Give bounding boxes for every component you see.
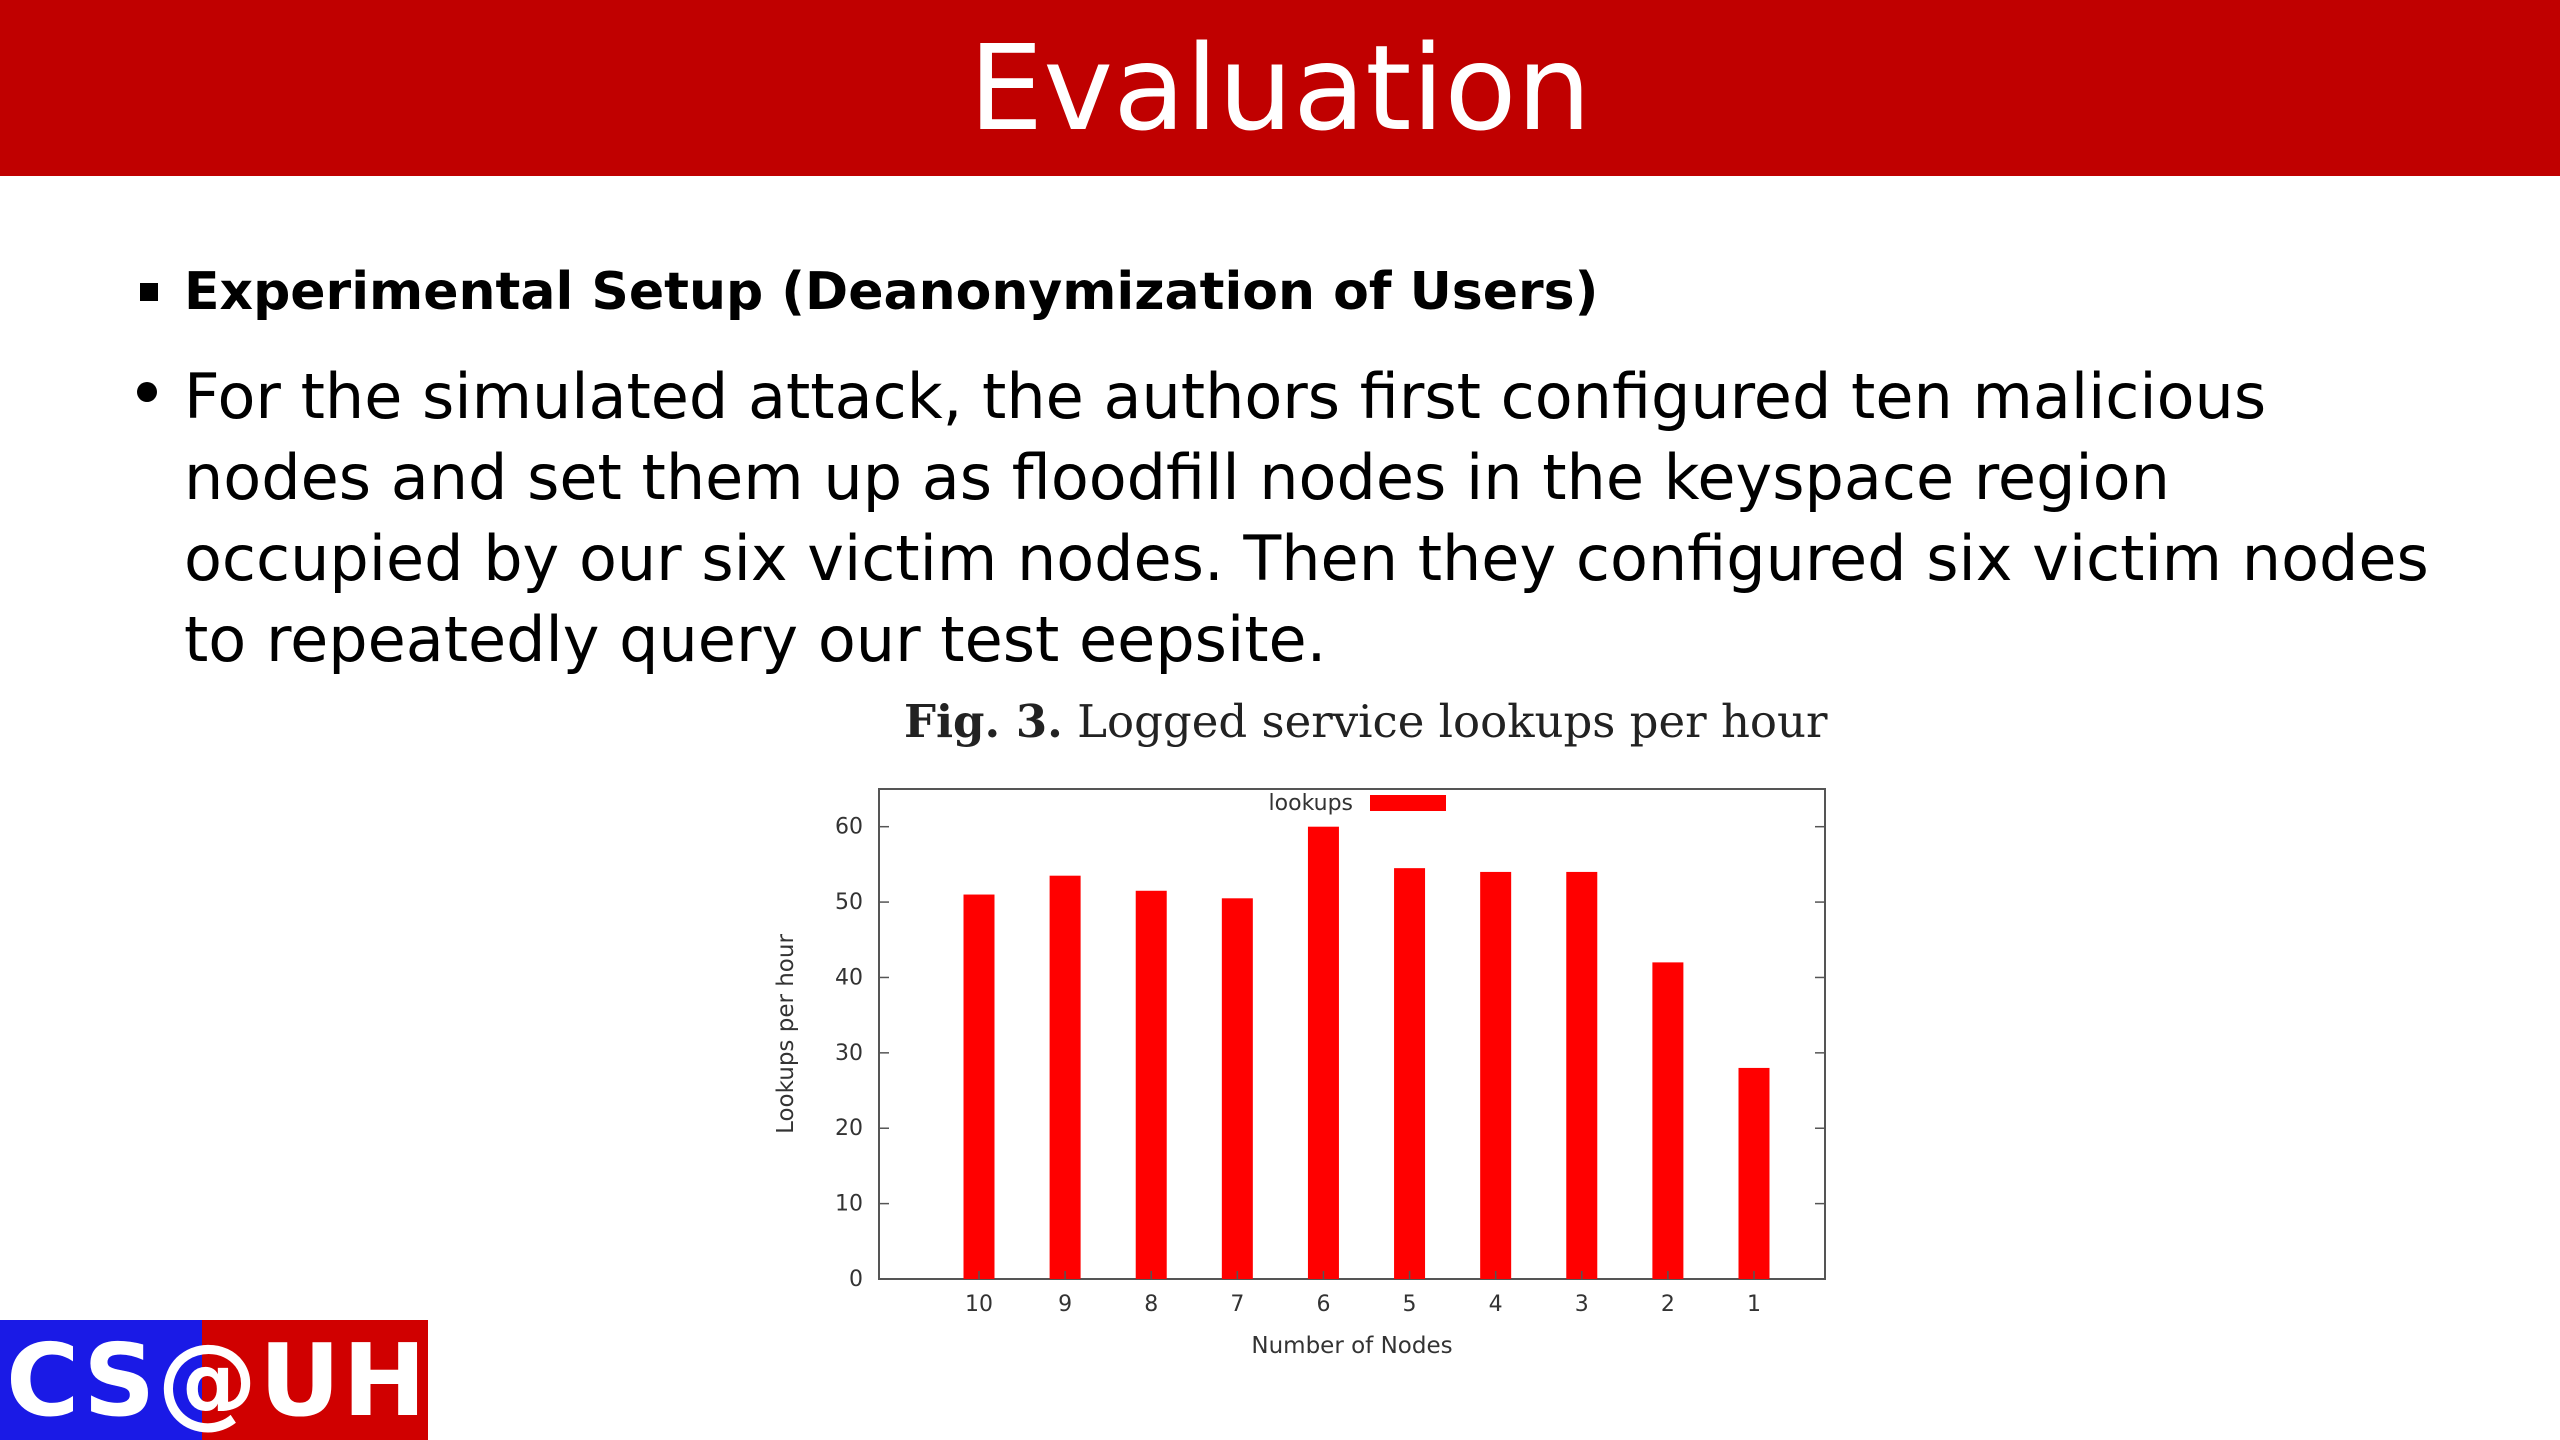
logo-text: CS@UH: [6, 1322, 428, 1439]
legend-label: lookups: [1269, 791, 1353, 816]
bar: [1221, 898, 1253, 1279]
x-tick-label: 3: [1575, 1292, 1589, 1317]
bar: [1738, 1067, 1770, 1279]
x-tick-label: 2: [1661, 1292, 1675, 1317]
x-tick-label: 1: [1747, 1292, 1761, 1317]
figure-caption: Fig. 3. Logged service lookups per hour: [904, 695, 1828, 748]
y-tick-label: 20: [835, 1116, 863, 1141]
x-tick-label: 7: [1230, 1292, 1244, 1317]
body-paragraph: For the simulated attack, the authors fi…: [184, 360, 2429, 676]
bar: [1480, 871, 1512, 1279]
y-tick-label: 60: [835, 815, 863, 840]
y-tick-label: 30: [835, 1041, 863, 1066]
section-heading: Experimental Setup (Deanonymization of U…: [184, 262, 1599, 322]
cs-uh-logo: CS@UH: [0, 1320, 428, 1440]
figure-caption-text: Logged service lookups per hour: [1077, 695, 1828, 748]
bar: [1566, 871, 1598, 1279]
x-tick-label: 4: [1489, 1292, 1503, 1317]
bar: [963, 894, 995, 1279]
legend-swatch: [1370, 795, 1446, 811]
logo-blue-panel: [0, 1320, 202, 1440]
figure-label: Fig. 3.: [904, 695, 1063, 748]
bar: [1135, 890, 1167, 1279]
x-tick-label: 10: [965, 1292, 993, 1317]
round-bullet-icon: [137, 382, 157, 402]
x-tick-label: 8: [1144, 1292, 1158, 1317]
slide-title: Evaluation: [968, 19, 1592, 157]
y-tick-label: 0: [849, 1267, 863, 1292]
bar: [1049, 875, 1081, 1279]
x-tick-label: 9: [1058, 1292, 1072, 1317]
x-axis-label: Number of Nodes: [1251, 1333, 1452, 1359]
bar: [1394, 868, 1426, 1279]
x-tick-label: 6: [1316, 1292, 1330, 1317]
x-tick-label: 5: [1403, 1292, 1417, 1317]
bar-chart: 0 10 20 30 40 50 60 10 9 8 7 6 5 4 3 2 1 lookups Number of…: [773, 788, 1826, 1359]
square-bullet-icon: [140, 283, 158, 301]
y-tick-label: 50: [835, 890, 863, 915]
y-tick-label: 10: [835, 1192, 863, 1217]
bar: [1652, 962, 1684, 1279]
y-axis-label: Lookups per hour: [773, 934, 799, 1134]
title-bar: Evaluation: [0, 0, 2560, 176]
bar: [1307, 826, 1339, 1279]
y-tick-label: 40: [835, 965, 863, 990]
